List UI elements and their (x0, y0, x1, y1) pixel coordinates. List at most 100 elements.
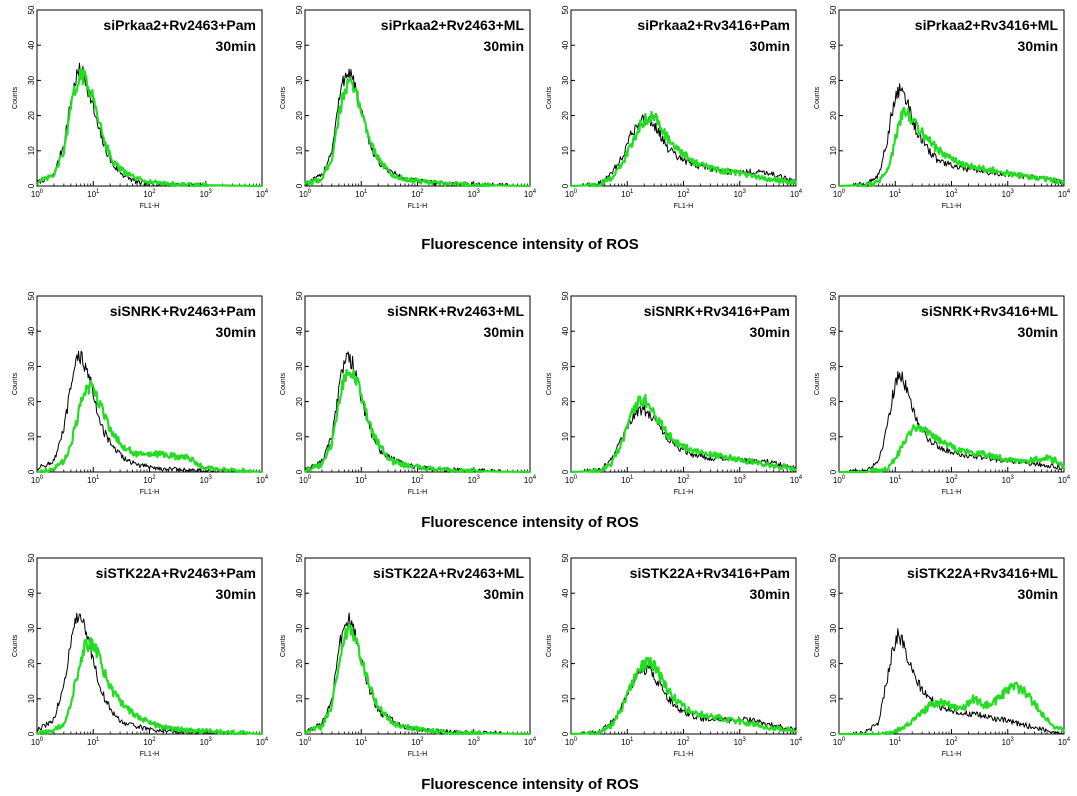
x-tick-label: 102 (677, 189, 690, 199)
x-tick-label: 103 (468, 475, 481, 485)
panel-subtitle: 30min (484, 324, 524, 340)
control-histogram-trace (36, 612, 262, 735)
control-histogram-trace (304, 68, 530, 187)
x-axis-title: FL1-H (140, 489, 159, 496)
x-tick-label: 104 (790, 475, 803, 485)
x-tick-label: 101 (355, 189, 368, 199)
row-3-caption: Fluorescence intensity of ROS (421, 776, 639, 793)
treated-histogram-trace (304, 368, 531, 474)
x-tick-label: 103 (1002, 737, 1015, 747)
x-tick-label: 100 (833, 737, 846, 747)
panel-title: siSNRK+Rv2463+Pam (110, 303, 256, 319)
y-tick-label: 30 (27, 361, 36, 370)
y-tick-label: 0 (829, 469, 838, 474)
panel-subtitle: 30min (484, 38, 524, 54)
x-axis-title: FL1-H (942, 203, 961, 210)
control-histogram-trace (304, 351, 530, 473)
x-tick-label: 103 (734, 189, 747, 199)
y-axis-title: Counts (814, 372, 821, 395)
panel-subtitle: 30min (1018, 586, 1058, 602)
y-tick-label: 0 (561, 731, 570, 736)
x-tick-label: 102 (143, 737, 156, 747)
x-tick-label: 102 (143, 189, 156, 199)
y-tick-label: 50 (27, 5, 36, 14)
y-tick-label: 50 (829, 553, 838, 562)
row-2-caption: Fluorescence intensity of ROS (421, 514, 639, 531)
histogram-panel-5: 0 10 20 30 40 50 Counts 100 101 102 103 104 FL1-H siS… (12, 291, 269, 496)
x-axis-title: FL1-H (408, 203, 427, 210)
y-tick-label: 0 (295, 469, 304, 474)
x-tick-label: 104 (1058, 475, 1071, 485)
panel-subtitle: 30min (216, 586, 256, 602)
x-tick-label: 104 (790, 189, 803, 199)
x-tick-label: 104 (256, 475, 269, 485)
panel-subtitle: 30min (1018, 38, 1058, 54)
y-tick-label: 50 (561, 291, 570, 300)
x-tick-label: 103 (1002, 189, 1015, 199)
x-tick-label: 101 (87, 189, 100, 199)
panel-title: siPrkaa2+Rv2463+Pam (103, 17, 256, 33)
y-axis-title: Counts (546, 634, 553, 657)
y-tick-label: 50 (295, 291, 304, 300)
y-axis-title: Counts (12, 372, 19, 395)
y-tick-label: 30 (295, 361, 304, 370)
x-tick-label: 100 (31, 475, 44, 485)
x-tick-label: 101 (889, 475, 902, 485)
y-tick-label: 50 (295, 553, 304, 562)
y-tick-label: 10 (829, 432, 838, 441)
y-tick-label: 20 (27, 111, 36, 120)
y-tick-label: 20 (295, 659, 304, 668)
panel-subtitle: 30min (1018, 324, 1058, 340)
panel-title: siSNRK+Rv3416+ML (921, 303, 1058, 319)
control-histogram-trace (838, 371, 1065, 473)
y-tick-label: 40 (561, 588, 570, 597)
x-tick-label: 100 (299, 737, 312, 747)
y-tick-label: 20 (561, 397, 570, 406)
y-axis-title: Counts (280, 372, 287, 395)
x-tick-label: 102 (411, 189, 424, 199)
x-tick-label: 104 (256, 189, 269, 199)
y-tick-label: 10 (561, 146, 570, 155)
treated-histogram-trace (570, 656, 797, 736)
control-histogram-trace (838, 628, 1065, 735)
x-tick-label: 100 (565, 189, 578, 199)
histogram-panel-9: 0 10 20 30 40 50 Counts 100 101 102 103 104 FL1-H siS… (12, 553, 269, 758)
y-tick-label: 40 (295, 326, 304, 335)
treated-histogram-trace (36, 68, 263, 188)
y-axis-title: Counts (546, 86, 553, 109)
panel-subtitle: 30min (216, 38, 256, 54)
treated-histogram-trace (838, 681, 1066, 736)
y-axis-title: Counts (814, 86, 821, 109)
x-tick-label: 102 (143, 475, 156, 485)
y-tick-label: 30 (27, 75, 36, 84)
y-tick-label: 30 (561, 75, 570, 84)
y-tick-label: 30 (295, 75, 304, 84)
y-tick-label: 0 (27, 469, 36, 474)
control-histogram-trace (570, 664, 797, 735)
panel-title: siSTK22A+Rv2463+ML (373, 565, 524, 581)
x-tick-label: 104 (524, 189, 537, 199)
y-tick-label: 30 (27, 623, 36, 632)
y-tick-label: 20 (829, 659, 838, 668)
x-tick-label: 101 (889, 189, 902, 199)
y-tick-label: 30 (561, 361, 570, 370)
x-tick-label: 102 (411, 475, 424, 485)
x-axis-title: FL1-H (140, 203, 159, 210)
panel-subtitle: 30min (750, 586, 790, 602)
histogram-panel-12: 0 10 20 30 40 50 Counts 100 101 102 103 104 FL1-H siS… (814, 553, 1071, 758)
x-tick-label: 101 (87, 475, 100, 485)
x-tick-label: 104 (1058, 737, 1071, 747)
control-histogram-trace (570, 405, 797, 473)
treated-histogram-trace (36, 379, 263, 474)
y-tick-label: 40 (295, 588, 304, 597)
x-tick-label: 101 (621, 475, 634, 485)
y-tick-label: 10 (27, 694, 36, 703)
x-tick-label: 103 (200, 475, 213, 485)
x-tick-label: 102 (411, 737, 424, 747)
row-1-caption: Fluorescence intensity of ROS (421, 236, 639, 253)
x-tick-label: 101 (889, 737, 902, 747)
y-tick-label: 40 (27, 326, 36, 335)
y-tick-label: 50 (561, 553, 570, 562)
y-tick-label: 50 (561, 5, 570, 14)
